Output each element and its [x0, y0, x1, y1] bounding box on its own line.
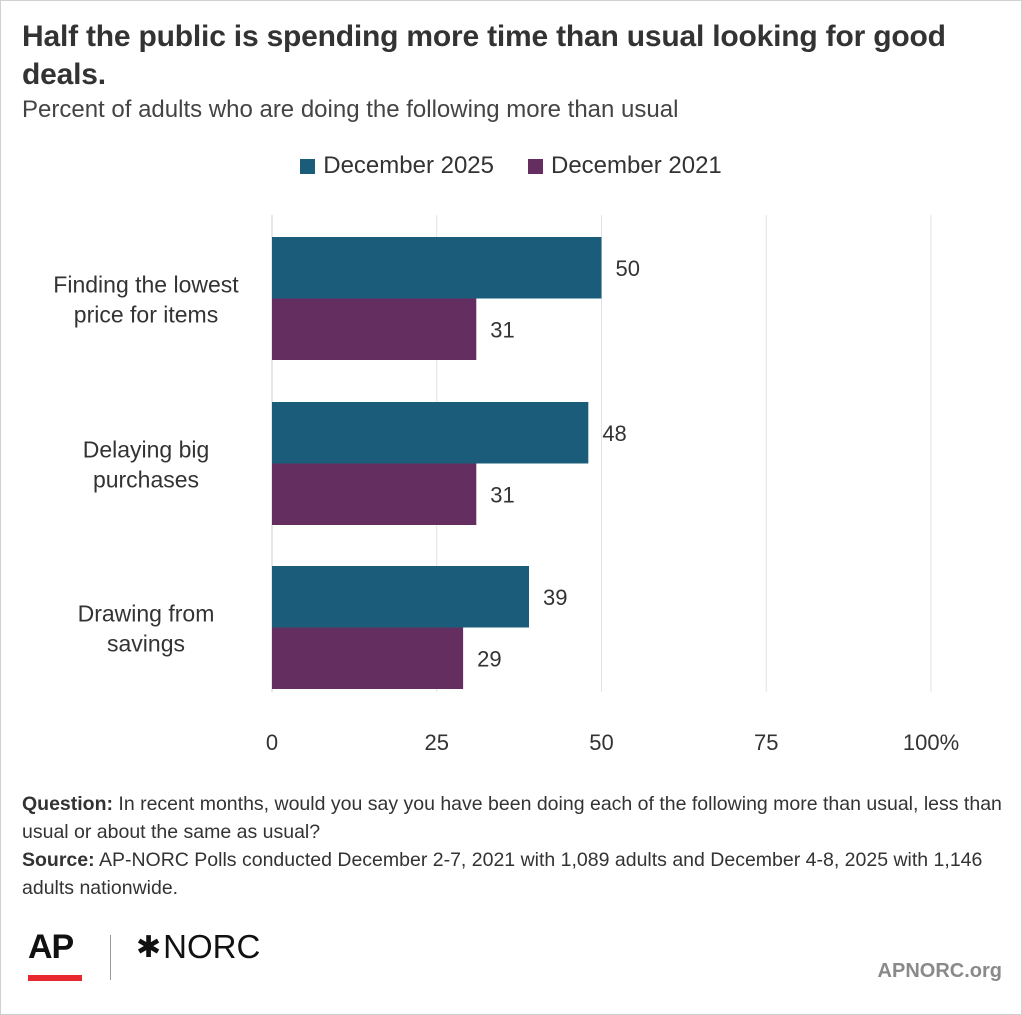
bar-2-0	[272, 566, 530, 628]
x-tick-label-2: 50	[589, 730, 613, 755]
x-tick-label-4: 100%	[903, 730, 959, 755]
category-label-line: Drawing from	[78, 601, 215, 627]
category-label-1: Delaying big purchases	[83, 437, 210, 493]
norc-logo: ✱ NORC	[136, 928, 260, 966]
category-label-line: savings	[107, 631, 185, 657]
bar-0-0	[272, 237, 602, 299]
question-note: Question: In recent months, would you sa…	[22, 790, 1002, 846]
source-note: Source: AP-NORC Polls conducted December…	[22, 846, 1002, 902]
chart-title: Half the public is spending more time th…	[22, 20, 946, 91]
data-label-2-1: 29	[477, 646, 501, 671]
question-text: In recent months, would you say you have…	[22, 793, 1002, 843]
chart-subtitle: Percent of adults who are doing the foll…	[22, 96, 679, 123]
data-label-1-0: 48	[602, 421, 626, 446]
question-label: Question:	[22, 793, 113, 815]
ap-logo: AP	[28, 928, 74, 966]
source-text: AP-NORC Polls conducted December 2-7, 20…	[22, 849, 983, 899]
data-label-0-1: 31	[490, 317, 514, 342]
legend-item-2025: December 2025	[300, 152, 494, 180]
legend: December 2025 December 2021	[0, 152, 1022, 180]
footer-notes: Question: In recent months, would you sa…	[22, 790, 1002, 902]
category-label-2: Drawing from savings	[78, 601, 215, 657]
norc-logo-text: NORC	[163, 928, 261, 965]
site-url: APNORC.org	[877, 960, 1002, 982]
bar-chart: 50 31 Finding the lowest price for items 48 3…	[53, 215, 959, 755]
data-label-1-1: 31	[490, 482, 514, 507]
source-label: Source:	[22, 849, 95, 871]
logo-divider	[110, 935, 111, 980]
data-label-2-0: 39	[543, 585, 567, 610]
category-label-line: purchases	[93, 467, 199, 493]
bar-0-1	[272, 298, 477, 360]
legend-swatch-2021	[528, 158, 543, 174]
x-tick-label-0: 0	[266, 730, 278, 755]
ap-logo-underline	[28, 975, 82, 981]
category-label-0: Finding the lowest price for items	[53, 272, 239, 328]
bar-1-0	[272, 402, 589, 464]
legend-label-2021: December 2021	[551, 152, 722, 179]
x-tick-label-3: 75	[754, 730, 778, 755]
legend-swatch-2025	[300, 158, 316, 174]
data-label-0-0: 50	[616, 256, 640, 281]
asterisk-star-icon: ✱	[136, 930, 162, 964]
category-label-line: Delaying big	[83, 437, 210, 463]
legend-item-2021: December 2021	[528, 152, 722, 180]
bar-1-1	[272, 463, 477, 525]
category-label-line: price for items	[74, 302, 218, 328]
legend-label-2025: December 2025	[323, 152, 494, 179]
x-tick-label-1: 25	[425, 730, 449, 755]
bar-2-1	[272, 627, 464, 689]
category-label-line: Finding the lowest	[53, 272, 239, 298]
